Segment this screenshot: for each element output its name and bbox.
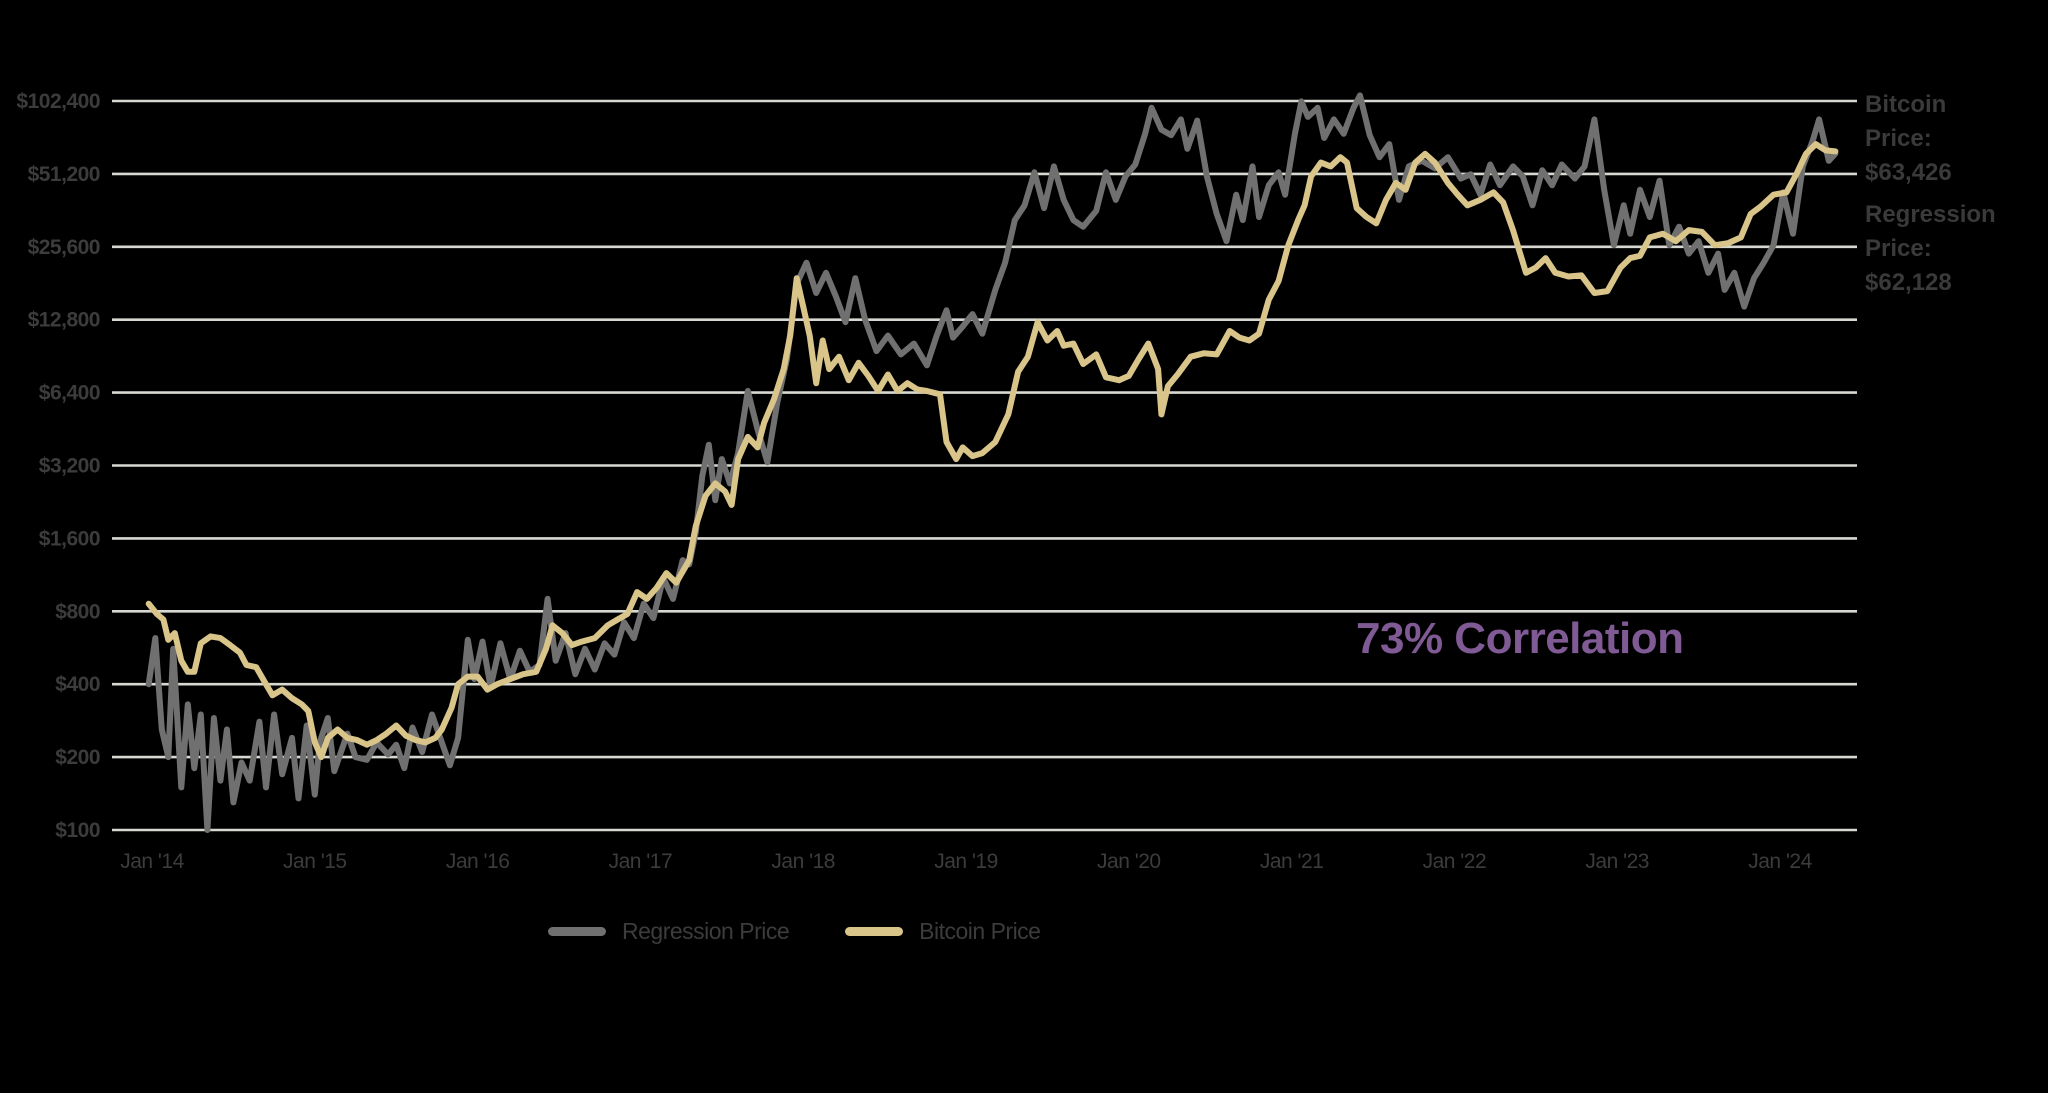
x-tick-label: Jan '22: [1423, 850, 1487, 873]
regression-price-annotation: Regression Price: $62,128: [1865, 198, 1996, 300]
y-tick-label: $800: [55, 600, 100, 623]
legend-label-bitcoin: Bitcoin Price: [919, 918, 1041, 944]
regression-price-line: [145, 92, 1839, 833]
y-tick-label: $12,800: [28, 309, 100, 332]
y-tick-label: $3,200: [39, 455, 100, 478]
bitcoin-price-line: [145, 141, 1839, 761]
x-tick-label: Jan '23: [1585, 850, 1649, 873]
x-tick-label: Jan '21: [1260, 850, 1324, 873]
x-tick-label: Jan '17: [609, 850, 673, 873]
x-axis-ticks: Jan '14 Jan '15 Jan '16 Jan '17 Jan '18 Jan '…: [120, 850, 1813, 873]
y-tick-label: $102,400: [16, 90, 100, 113]
y-axis-ticks: $100 $200 $400 $800 $1,600 $3,200 $6,400 $12,80…: [16, 90, 100, 842]
y-tick-label: $100: [55, 819, 100, 842]
legend-label-regression: Regression Price: [622, 918, 790, 944]
legend-item-bitcoin: Bitcoin Price: [845, 918, 1041, 945]
y-tick-label: $51,200: [28, 163, 100, 186]
bitcoin-line-swatch-icon: [845, 927, 904, 936]
correlation-annotation: 73% Correlation: [1356, 614, 1684, 663]
x-tick-label: Jan '20: [1097, 850, 1161, 873]
y-tick-label: $200: [55, 746, 100, 769]
bitcoin-annotation-value: $63,426: [1865, 159, 1952, 186]
x-tick-label: Jan '19: [934, 850, 998, 873]
legend-item-regression: Regression Price: [548, 918, 790, 945]
series-lines: [145, 92, 1839, 833]
gridlines: [112, 99, 1857, 832]
y-tick-label: $25,600: [28, 236, 100, 259]
chart-legend: Regression Price Bitcoin Price: [548, 918, 1096, 945]
y-tick-label: $1,600: [39, 527, 100, 550]
regression-annotation-line-2: Price:: [1865, 235, 1932, 262]
bitcoin-price-annotation: Bitcoin Price: $63,426: [1865, 88, 1952, 190]
x-tick-label: Jan '15: [283, 850, 347, 873]
y-tick-label: $400: [55, 673, 100, 696]
bitcoin-annotation-line-2: Price:: [1865, 125, 1932, 152]
regression-line-swatch-icon: [548, 927, 606, 936]
x-tick-label: Jan '14: [120, 850, 184, 873]
x-tick-label: Jan '18: [771, 850, 835, 873]
bitcoin-annotation-line-1: Bitcoin: [1865, 91, 1947, 118]
x-tick-label: Jan '16: [446, 850, 510, 873]
y-tick-label: $6,400: [39, 382, 100, 405]
regression-annotation-value: $62,128: [1865, 269, 1952, 296]
x-tick-label: Jan '24: [1748, 850, 1812, 873]
regression-annotation-line-1: Regression: [1865, 201, 1996, 228]
